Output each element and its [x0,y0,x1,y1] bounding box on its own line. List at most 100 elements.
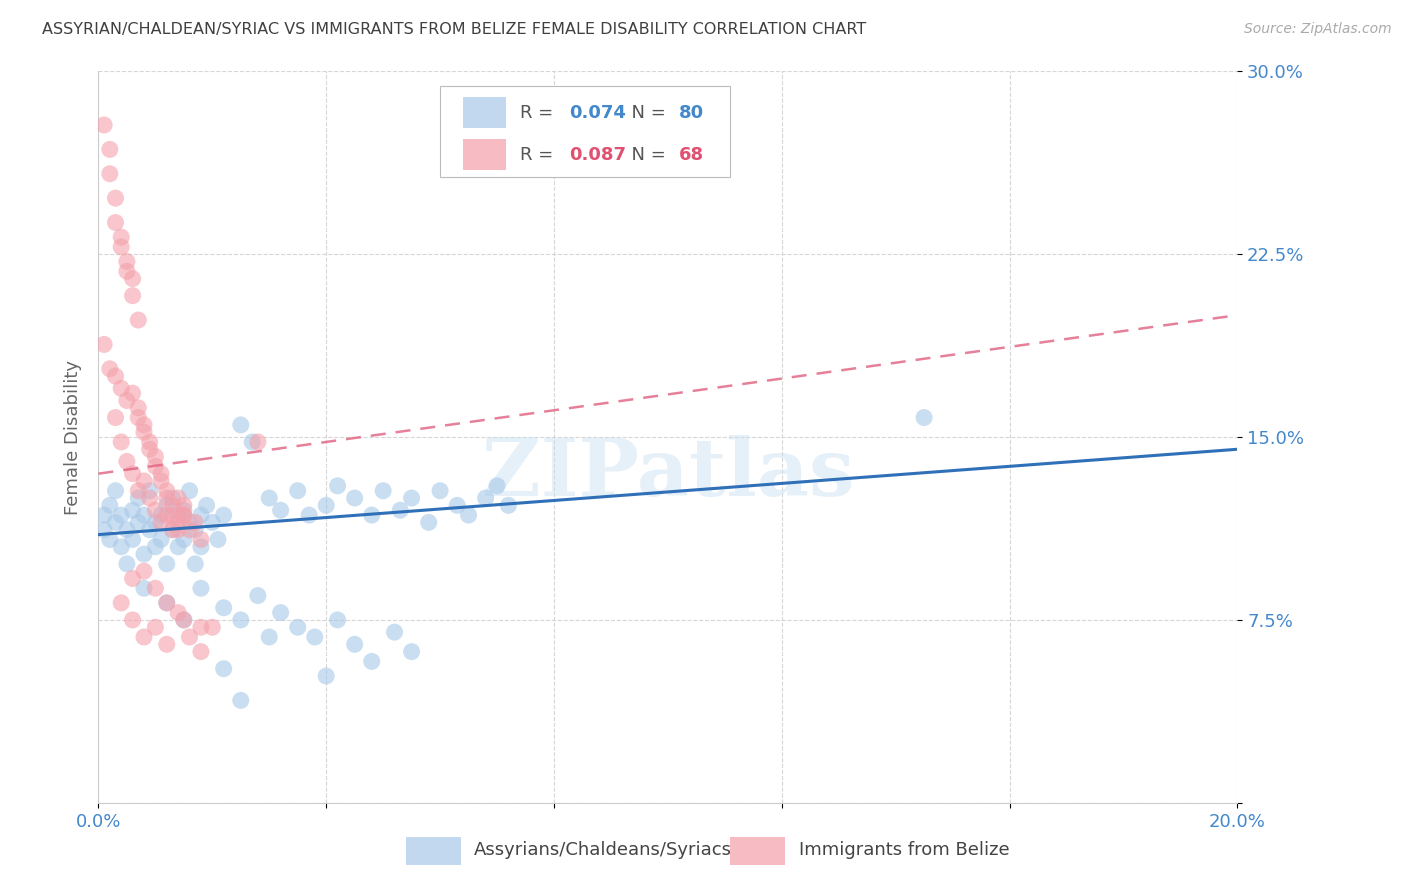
Point [360,654,382,668]
Point [127,401,149,415]
Point [167,606,190,620]
Point [167,508,190,522]
Point [121,386,143,401]
Bar [463,97,506,128]
Point [212,508,235,522]
Point [127,313,149,327]
Point [110,508,132,522]
Text: Source: ZipAtlas.com: Source: ZipAtlas.com [1244,22,1392,37]
Point [104,483,127,498]
Text: ZIPatlas: ZIPatlas [482,434,853,513]
Text: Immigrants from Belize: Immigrants from Belize [799,841,1010,859]
Point [315,499,337,513]
Text: R =: R = [520,103,558,122]
Point [179,483,201,498]
Point [173,613,195,627]
Point [156,596,179,610]
Point [121,533,143,547]
Point [110,434,132,449]
Point [98,167,121,181]
Point [115,523,138,537]
Point [127,483,149,498]
Point [240,434,263,449]
Point [429,483,451,498]
Point [132,474,155,488]
Point [304,630,326,644]
Point [212,600,235,615]
Point [190,533,212,547]
Point [150,533,173,547]
Point [138,523,160,537]
Text: N =: N = [620,145,672,164]
Point [115,557,138,571]
Point [110,230,132,244]
Point [121,613,143,627]
Point [229,693,252,707]
Point [201,516,224,530]
Point [110,381,132,395]
Point [259,491,281,505]
Point [138,483,160,498]
Point [162,491,184,505]
Point [190,581,212,595]
Point [115,393,138,408]
Point [121,288,143,302]
Text: 68: 68 [679,145,704,164]
Point [270,503,292,517]
Point [326,613,349,627]
Point [315,669,337,683]
Text: 0.087: 0.087 [569,145,626,164]
Text: 80: 80 [679,103,704,122]
Point [150,474,173,488]
Point [179,523,201,537]
Point [150,467,173,481]
Point [145,450,167,464]
Point [93,118,115,132]
Point [298,508,321,522]
Point [121,503,143,517]
Point [145,540,167,554]
Point [212,662,235,676]
Point [162,499,184,513]
Point [184,523,207,537]
Point [190,540,212,554]
Point [457,508,479,522]
Point [110,596,132,610]
Point [401,491,423,505]
Point [132,630,155,644]
Point [156,557,179,571]
Point [229,417,252,432]
Point [173,613,195,627]
Point [167,540,190,554]
Point [156,596,179,610]
Point [287,483,309,498]
Point [201,620,224,634]
Point [150,516,173,530]
Point [184,516,207,530]
Point [132,547,155,561]
Point [127,410,149,425]
Point [115,254,138,268]
Point [104,516,127,530]
Point [246,589,269,603]
Point [98,499,121,513]
Point [138,491,160,505]
Point [145,581,167,595]
Point [121,467,143,481]
Point [343,637,366,651]
Point [115,454,138,468]
Point [98,142,121,156]
Point [145,516,167,530]
FancyBboxPatch shape [440,86,731,178]
Point [162,523,184,537]
Point [138,434,160,449]
Point [343,491,366,505]
Text: Assyrians/Chaldeans/Syriacs: Assyrians/Chaldeans/Syriacs [474,841,733,859]
Point [93,523,115,537]
Point [138,442,160,457]
Point [93,508,115,522]
Point [207,533,229,547]
Text: 0.074: 0.074 [569,103,626,122]
Point [384,625,406,640]
Bar [731,838,785,865]
